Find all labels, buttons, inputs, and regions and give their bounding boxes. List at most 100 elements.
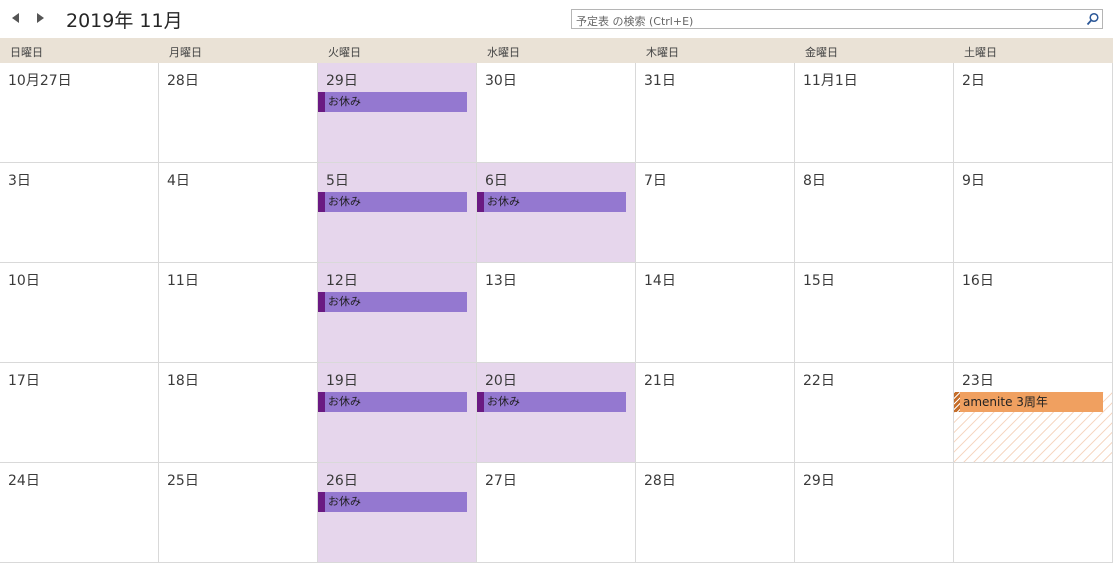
day-cell[interactable]: 5日 お休み xyxy=(318,163,477,263)
weekday-label: 火曜日 xyxy=(328,46,361,59)
day-number: 11月1日 xyxy=(803,73,858,89)
day-cell[interactable] xyxy=(954,463,1113,563)
day-number: 19日 xyxy=(326,373,358,389)
day-cell[interactable]: 6日お休み xyxy=(477,163,636,263)
day-cell[interactable]: 11日 xyxy=(159,263,318,363)
day-number: 4日 xyxy=(167,173,190,189)
day-number: 3日 xyxy=(8,173,31,189)
day-number: 2日 xyxy=(962,73,985,89)
day-number: 29日 xyxy=(803,473,835,489)
search-box[interactable] xyxy=(571,9,1103,31)
day-cell[interactable]: 8日 xyxy=(795,163,954,263)
day-cell[interactable]: 31日 xyxy=(636,63,795,163)
day-cell[interactable]: 15日 xyxy=(795,263,954,363)
triangle-right-icon xyxy=(37,13,44,23)
day-number: 26日 xyxy=(326,473,358,489)
day-cell[interactable]: 18日 xyxy=(159,363,318,463)
day-number: 14日 xyxy=(644,273,676,289)
day-cell[interactable]: 19日お休み xyxy=(318,363,477,463)
day-cell[interactable]: 11月1日 xyxy=(795,63,954,163)
day-number: 6日 xyxy=(485,173,508,189)
day-number: 22日 xyxy=(803,373,835,389)
event-title: お休み xyxy=(487,395,520,408)
day-cell[interactable]: 10日 xyxy=(0,263,159,363)
day-number: 15日 xyxy=(803,273,835,289)
day-cell[interactable]: 7日 xyxy=(636,163,795,263)
day-cell[interactable]: 4日 xyxy=(159,163,318,263)
day-cell[interactable]: 27日 xyxy=(477,463,636,563)
day-number: 23日 xyxy=(962,373,994,389)
recurring-marker-icon xyxy=(954,392,960,412)
day-number: 28日 xyxy=(167,73,199,89)
calendar-toolbar: 2019年 11月 xyxy=(0,0,1113,38)
day-cell[interactable]: 13日 xyxy=(477,263,636,363)
event-title: お休み xyxy=(487,195,520,208)
day-number: 10日 xyxy=(8,273,40,289)
day-cell[interactable]: 3日 xyxy=(0,163,159,263)
day-cell[interactable]: 16日 xyxy=(954,263,1113,363)
event-title: お休み xyxy=(328,495,361,508)
event-title: お休み xyxy=(328,395,361,408)
weekday-label: 金曜日 xyxy=(805,46,838,59)
day-cell[interactable]: 12日お休み xyxy=(318,263,477,363)
weekday-label: 水曜日 xyxy=(487,46,520,59)
day-number: 10月27日 xyxy=(8,73,72,89)
day-cell[interactable]: 26日お休み xyxy=(318,463,477,563)
weekday-label: 月曜日 xyxy=(169,46,202,59)
day-cell[interactable]: 10月27日 xyxy=(0,63,159,163)
event-title: お休み xyxy=(328,95,361,108)
holiday-event[interactable]: お休み xyxy=(318,192,467,212)
day-number: 27日 xyxy=(485,473,517,489)
day-number: 20日 xyxy=(485,373,517,389)
month-grid: 10月27日 28日 29日 お休み 30日 31日 11月1日 2日 3日 4日 5日 お休み 6日お… xyxy=(0,63,1113,563)
day-cell[interactable]: 24日 xyxy=(0,463,159,563)
day-cell[interactable]: 14日 xyxy=(636,263,795,363)
day-cell[interactable]: 29日 xyxy=(795,463,954,563)
search-icon[interactable] xyxy=(1086,12,1100,26)
day-number: 31日 xyxy=(644,73,676,89)
day-number: 13日 xyxy=(485,273,517,289)
holiday-event[interactable]: お休み xyxy=(477,392,626,412)
day-cell[interactable]: 23日 amenite 3周年 xyxy=(954,363,1113,463)
holiday-event[interactable]: お休み xyxy=(318,392,467,412)
day-number: 25日 xyxy=(167,473,199,489)
day-number: 8日 xyxy=(803,173,826,189)
day-number: 29日 xyxy=(326,73,358,89)
day-cell[interactable]: 28日 xyxy=(636,463,795,563)
day-number: 24日 xyxy=(8,473,40,489)
weekday-label: 木曜日 xyxy=(646,46,679,59)
holiday-event[interactable]: お休み xyxy=(318,92,467,112)
triangle-left-icon xyxy=(12,13,19,23)
weekday-label: 土曜日 xyxy=(964,46,997,59)
day-number: 28日 xyxy=(644,473,676,489)
month-title: 2019年 11月 xyxy=(66,10,183,32)
weekday-header: 日曜日 月曜日 火曜日 水曜日 木曜日 金曜日 土曜日 xyxy=(0,38,1113,63)
day-cell[interactable]: 29日お休み xyxy=(318,63,477,163)
weekday-label: 日曜日 xyxy=(10,46,43,59)
day-cell[interactable]: 17日 xyxy=(0,363,159,463)
holiday-event[interactable]: お休み xyxy=(318,492,467,512)
next-month-button[interactable] xyxy=(34,9,48,27)
day-cell[interactable]: 22日 xyxy=(795,363,954,463)
event-title: お休み xyxy=(328,195,361,208)
day-cell[interactable]: 21日 xyxy=(636,363,795,463)
day-number: 30日 xyxy=(485,73,517,89)
day-number: 17日 xyxy=(8,373,40,389)
holiday-event[interactable]: お休み xyxy=(477,192,626,212)
day-number: 11日 xyxy=(167,273,199,289)
day-cell[interactable]: 28日 xyxy=(159,63,318,163)
search-input[interactable] xyxy=(572,12,1072,31)
day-number: 9日 xyxy=(962,173,985,189)
day-number: 12日 xyxy=(326,273,358,289)
day-cell[interactable]: 25日 xyxy=(159,463,318,563)
day-number: 21日 xyxy=(644,373,676,389)
day-cell[interactable]: 2日 xyxy=(954,63,1113,163)
day-cell[interactable]: 20日お休み xyxy=(477,363,636,463)
day-cell[interactable]: 30日 xyxy=(477,63,636,163)
day-number: 16日 xyxy=(962,273,994,289)
event-title: amenite 3周年 xyxy=(963,395,1048,409)
day-cell[interactable]: 9日 xyxy=(954,163,1113,263)
prev-month-button[interactable] xyxy=(10,9,24,27)
holiday-event[interactable]: お休み xyxy=(318,292,467,312)
anniversary-event[interactable]: amenite 3周年 xyxy=(954,392,1103,412)
